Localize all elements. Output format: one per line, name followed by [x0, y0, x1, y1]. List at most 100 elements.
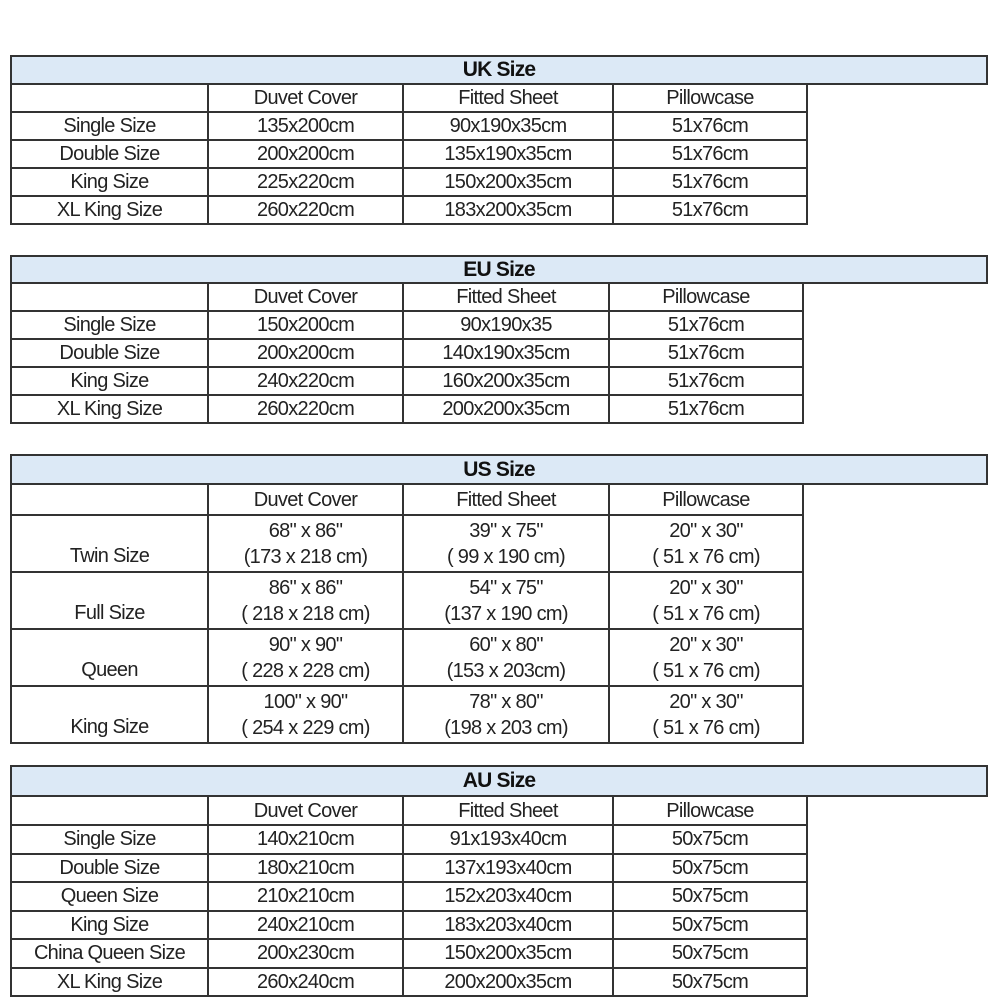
- table-row: XL King Size 260x220cm 183x200x35cm 51x76cm: [10, 195, 808, 225]
- section-title: US Size: [10, 454, 988, 485]
- size-cell: 68" x 86" (173 x 218 cm): [207, 514, 404, 573]
- table-row: King Size 240x210cm 183x203x40cm 50x75cm: [10, 909, 808, 940]
- inch-size: 20" x 30": [669, 576, 743, 599]
- size-cell: 200x200cm: [207, 139, 404, 169]
- size-cell: 140x210cm: [207, 824, 404, 855]
- size-cell: 51x76cm: [608, 338, 804, 368]
- table-row: Single Size 140x210cm 91x193x40cm 50x75cm: [10, 824, 808, 855]
- inch-size: 39" x 75": [469, 519, 543, 542]
- cm-size: ( 51 x 76 cm): [652, 659, 760, 682]
- table-row: Full Size 86" x 86" ( 218 x 218 cm) 54" x 7…: [10, 571, 804, 630]
- size-cell: 20" x 30" ( 51 x 76 cm): [608, 571, 804, 630]
- size-cell: 240x220cm: [207, 366, 404, 396]
- uk-size-table: Duvet Cover Fitted Sheet Pillowcase Single …: [10, 83, 808, 225]
- size-cell: 50x75cm: [612, 966, 808, 997]
- inch-size: 78" x 80": [469, 690, 543, 713]
- size-cell: 200x200x35cm: [402, 966, 614, 997]
- column-header: [10, 795, 209, 826]
- size-cell: 200x200cm: [207, 338, 404, 368]
- size-cell: 135x190x35cm: [402, 139, 614, 169]
- size-cell: 20" x 30" ( 51 x 76 cm): [608, 514, 804, 573]
- table-row: Double Size 200x200cm 135x190x35cm 51x76cm: [10, 139, 808, 169]
- cm-size: ( 218 x 218 cm): [241, 602, 370, 625]
- inch-size: 20" x 30": [669, 633, 743, 656]
- column-header: [10, 83, 209, 113]
- size-cell: 60" x 80" (153 x 203cm): [402, 628, 610, 687]
- section-title: UK Size: [10, 55, 988, 85]
- size-cell: 50x75cm: [612, 909, 808, 940]
- column-header: Duvet Cover: [207, 83, 404, 113]
- size-cell: 135x200cm: [207, 111, 404, 141]
- row-label: XL King Size: [10, 966, 209, 997]
- cm-size: (137 x 190 cm): [444, 602, 568, 625]
- table-row: King Size 225x220cm 150x200x35cm 51x76cm: [10, 167, 808, 197]
- size-cell: 20" x 30" ( 51 x 76 cm): [608, 685, 804, 744]
- eu-size-table: Duvet Cover Fitted Sheet Pillowcase Single …: [10, 282, 804, 424]
- column-header: Pillowcase: [608, 282, 804, 312]
- inch-size: 20" x 30": [669, 519, 743, 542]
- column-header: Fitted Sheet: [402, 483, 610, 516]
- column-header: Pillowcase: [612, 795, 808, 826]
- inch-size: 54" x 75": [469, 576, 543, 599]
- size-cell: 160x200x35cm: [402, 366, 610, 396]
- cm-size: (198 x 203 cm): [444, 716, 568, 739]
- inch-size: 90" x 90": [268, 633, 343, 656]
- table-row: Double Size 200x200cm 140x190x35cm 51x76cm: [10, 338, 804, 368]
- size-cell: 150x200x35cm: [402, 167, 614, 197]
- row-label: China Queen Size: [10, 938, 209, 969]
- table-row: XL King Size 260x240cm 200x200x35cm 50x75cm: [10, 966, 808, 997]
- size-cell: 51x76cm: [608, 394, 804, 424]
- column-header: [10, 483, 209, 516]
- cm-size: (153 x 203cm): [446, 659, 566, 682]
- size-cell: 50x75cm: [612, 938, 808, 969]
- inch-size: 68" x 86": [268, 519, 343, 542]
- header-row: Duvet Cover Fitted Sheet Pillowcase: [10, 795, 808, 826]
- size-cell: 20" x 30" ( 51 x 76 cm): [608, 628, 804, 687]
- row-label: King Size: [10, 167, 209, 197]
- size-cell: 150x200x35cm: [402, 938, 614, 969]
- size-cell: 152x203x40cm: [402, 881, 614, 912]
- row-label: Twin Size: [10, 514, 209, 573]
- row-label: Full Size: [10, 571, 209, 630]
- table-row: King Size 240x220cm 160x200x35cm 51x76cm: [10, 366, 804, 396]
- size-cell: 78" x 80" (198 x 203 cm): [402, 685, 610, 744]
- size-cell: 200x200x35cm: [402, 394, 610, 424]
- row-label: King Size: [10, 366, 209, 396]
- size-cell: 54" x 75" (137 x 190 cm): [402, 571, 610, 630]
- table-row: Single Size 150x200cm 90x190x35 51x76cm: [10, 310, 804, 340]
- row-label: Single Size: [10, 111, 209, 141]
- size-cell: 90" x 90" ( 228 x 228 cm): [207, 628, 404, 687]
- section-title: EU Size: [10, 255, 988, 284]
- table-row: Queen Size 210x210cm 152x203x40cm 50x75cm: [10, 881, 808, 912]
- cm-size: ( 51 x 76 cm): [652, 716, 760, 739]
- size-cell: 137x193x40cm: [402, 852, 614, 883]
- row-label: Double Size: [10, 852, 209, 883]
- size-cell: 51x76cm: [608, 366, 804, 396]
- column-header: Fitted Sheet: [402, 795, 614, 826]
- row-label: Queen Size: [10, 881, 209, 912]
- row-label: Single Size: [10, 824, 209, 855]
- inch-size: 86" x 86": [268, 576, 343, 599]
- row-label: King Size: [10, 909, 209, 940]
- column-header: Pillowcase: [612, 83, 808, 113]
- table-row: King Size 100" x 90" ( 254 x 229 cm) 78" x …: [10, 685, 804, 744]
- row-label: Double Size: [10, 338, 209, 368]
- size-cell: 51x76cm: [612, 195, 808, 225]
- size-cell: 86" x 86" ( 218 x 218 cm): [207, 571, 404, 630]
- size-cell: 200x230cm: [207, 938, 404, 969]
- cm-size: (173 x 218 cm): [243, 545, 368, 568]
- row-label: Single Size: [10, 310, 209, 340]
- size-cell: 90x190x35: [402, 310, 610, 340]
- size-cell: 51x76cm: [612, 139, 808, 169]
- row-label: XL King Size: [10, 195, 209, 225]
- size-cell: 91x193x40cm: [402, 824, 614, 855]
- table-row: Twin Size 68" x 86" (173 x 218 cm) 39" x 75…: [10, 514, 804, 573]
- table-row: XL King Size 260x220cm 200x200x35cm 51x76cm: [10, 394, 804, 424]
- size-cell: 51x76cm: [612, 167, 808, 197]
- column-header: Pillowcase: [608, 483, 804, 516]
- cm-size: ( 99 x 190 cm): [446, 545, 566, 568]
- size-cell: 240x210cm: [207, 909, 404, 940]
- section-title: AU Size: [10, 765, 988, 797]
- inch-size: 20" x 30": [669, 690, 743, 713]
- cm-size: ( 51 x 76 cm): [652, 602, 760, 625]
